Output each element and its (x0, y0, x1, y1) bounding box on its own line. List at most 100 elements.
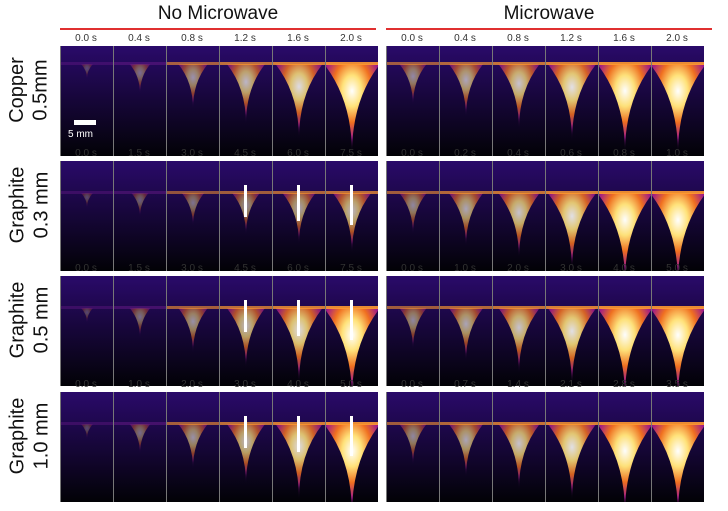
thermal-frame (113, 46, 166, 156)
thermal-frame (325, 392, 378, 502)
thermal-frame (272, 46, 325, 156)
frame-time-label: 1.4 s (507, 379, 529, 390)
frame-time-label: 6.0 s (287, 148, 309, 159)
frame-time-label: 0.0 s (401, 379, 423, 390)
frame-time-label: 1.2 s (560, 33, 582, 44)
group-divider-no-microwave (60, 28, 376, 30)
frame-time-label: 5.0 s (666, 263, 688, 274)
frame-time-label: 0.8 s (507, 33, 529, 44)
frame-time-label: 1.0 s (454, 263, 476, 274)
frame-time-label: 0.7 s (454, 379, 476, 390)
thermal-frame (492, 46, 545, 156)
row-label-line1: Graphite (6, 281, 28, 359)
thermal-frame (545, 161, 598, 271)
thermal-frame (386, 392, 439, 502)
row-label-line1: Graphite (6, 397, 28, 475)
thermal-frame (272, 276, 325, 386)
thermal-frame (492, 392, 545, 502)
frame-time-label: 2.8 s (613, 379, 635, 390)
frame-time-label: 1.6 s (613, 33, 635, 44)
thermal-frame (219, 392, 272, 502)
thermal-frame (219, 276, 272, 386)
thermal-frame (166, 276, 219, 386)
frame-time-label: 2.0 s (181, 379, 203, 390)
thermal-frame (651, 161, 704, 271)
frame-time-label: 2.0 s (340, 33, 362, 44)
frame-time-label: 3.0 s (234, 379, 256, 390)
row-label-line2: 1.0 mm (30, 402, 52, 470)
frame-time-label: 0.8 s (181, 33, 203, 44)
thermal-frame (545, 392, 598, 502)
frame-time-label: 0.0 s (401, 148, 423, 159)
thermal-frame (166, 392, 219, 502)
thermal-frame (439, 161, 492, 271)
row-label-line1: Graphite (6, 166, 28, 244)
frame-time-label: 0.0 s (75, 263, 97, 274)
scale-bar-label: 5 mm (68, 129, 93, 140)
thermal-frame (386, 161, 439, 271)
frame-time-label: 3.0 s (560, 263, 582, 274)
frame-time-label: 4.0 s (287, 379, 309, 390)
thermal-frame (598, 276, 651, 386)
thermal-frame (545, 46, 598, 156)
frame-time-label: 0.0 s (401, 33, 423, 44)
frame-time-label: 7.5 s (340, 263, 362, 274)
thermal-frame (60, 46, 113, 156)
frame-time-label: 2.0 s (666, 33, 688, 44)
frame-time-label: 1.2 s (234, 33, 256, 44)
frame-time-label: 1.6 s (287, 33, 309, 44)
thermal-frame (598, 392, 651, 502)
row-label-graphite-1-0: Graphite 1.0 mm (2, 392, 56, 502)
frame-time-label: 0.2 s (454, 148, 476, 159)
frame-time-label: 0.0 s (75, 33, 97, 44)
frame-time-label: 0.0 s (75, 148, 97, 159)
thermal-frame (272, 161, 325, 271)
row-label-graphite-0-5: Graphite 0.5 mm (2, 276, 56, 386)
frame-time-label: 4.5 s (234, 148, 256, 159)
frame-time-label: 0.4 s (128, 33, 150, 44)
thermal-frame (492, 161, 545, 271)
thermal-frame (113, 392, 166, 502)
thermal-frame (386, 46, 439, 156)
thermal-frame (651, 276, 704, 386)
frame-time-label: 0.0 s (401, 263, 423, 274)
row-label-line2: 0.5 mm (30, 286, 52, 354)
thermal-frame (219, 46, 272, 156)
group-title-microwave: Microwave (503, 3, 595, 24)
thermal-frame (325, 276, 378, 386)
frame-time-label: 2.1 s (560, 379, 582, 390)
frame-time-label: 1.5 s (128, 148, 150, 159)
thermal-frame (60, 392, 113, 502)
frame-time-label: 4.0 s (613, 263, 635, 274)
thermal-frame (113, 161, 166, 271)
thermal-frame (545, 276, 598, 386)
thermal-frame (598, 161, 651, 271)
group-title-no-microwave: No Microwave (157, 3, 279, 24)
frame-time-label: 4.5 s (234, 263, 256, 274)
thermal-frame (651, 392, 704, 502)
frame-time-label: 2.0 s (507, 263, 529, 274)
thermal-frame (113, 276, 166, 386)
frame-time-label: 0.4 s (507, 148, 529, 159)
row-label-line2: 0.5mm (30, 59, 52, 121)
thermal-frame (325, 46, 378, 156)
thermal-frame (598, 46, 651, 156)
frame-time-label: 0.6 s (560, 148, 582, 159)
thermal-frame (60, 161, 113, 271)
frame-time-label: 1.0 s (128, 379, 150, 390)
row-label-line2: 0.3 mm (30, 171, 52, 239)
thermal-frame (651, 46, 704, 156)
frame-time-label: 0.8 s (613, 148, 635, 159)
row-label-copper-0-5: Copper 0.5mm (2, 46, 56, 156)
row-label-graphite-0-3: Graphite 0.3 mm (2, 161, 56, 271)
thermal-frame (386, 276, 439, 386)
frame-time-label: 0.0 s (75, 379, 97, 390)
frame-time-label: 7.5 s (340, 148, 362, 159)
thermal-frame (166, 46, 219, 156)
frame-time-label: 3.0 s (181, 263, 203, 274)
thermal-frame (166, 161, 219, 271)
frame-time-label: 6.0 s (287, 263, 309, 274)
frame-time-label: 3.5 s (666, 379, 688, 390)
frame-time-label: 0.4 s (454, 33, 476, 44)
row-label-line1: Copper (6, 57, 29, 123)
